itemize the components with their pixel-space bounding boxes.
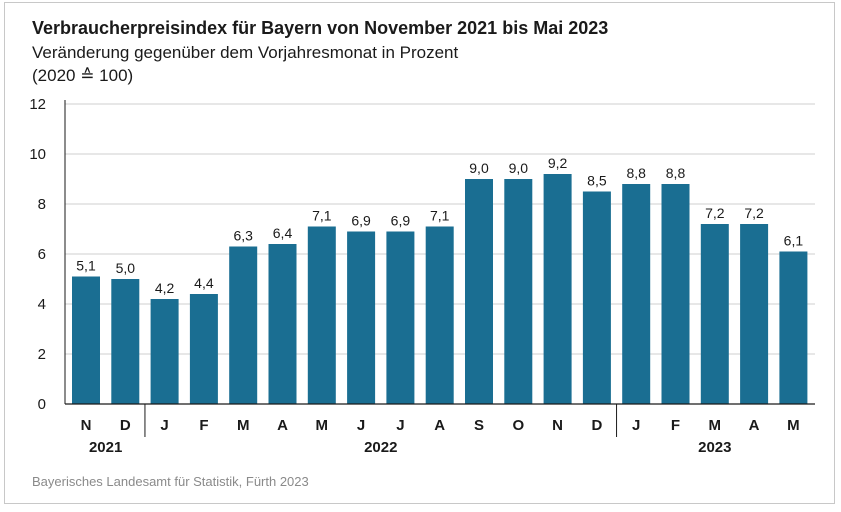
x-category-label: J: [396, 417, 404, 434]
bar: [700, 224, 729, 404]
x-category-label: M: [316, 417, 329, 434]
bar: [111, 279, 140, 404]
x-category-label: D: [591, 417, 602, 434]
bar: [779, 251, 808, 404]
bar-value-label: 7,1: [312, 208, 332, 224]
y-tick-label: 4: [38, 296, 46, 313]
bar-value-label: 6,1: [784, 233, 804, 249]
x-category-label: A: [749, 417, 760, 434]
bar: [465, 179, 493, 404]
x-category-label: M: [787, 417, 800, 434]
bar-value-label: 9,2: [548, 155, 568, 171]
bar: [229, 246, 258, 404]
bar: [150, 299, 179, 404]
x-category-label: J: [160, 417, 168, 434]
x-category-label: J: [632, 417, 640, 434]
y-tick-label: 8: [38, 196, 46, 213]
bar: [622, 184, 651, 404]
y-tick-label: 10: [29, 146, 46, 163]
x-category-label: M: [709, 417, 722, 434]
year-label: 2023: [698, 439, 731, 456]
chart-frame: [4, 2, 835, 504]
bar: [189, 294, 218, 404]
bar: [307, 226, 336, 404]
chart-subtitle: Veränderung gegenüber dem Vorjahresmonat…: [32, 43, 459, 62]
x-category-label: N: [81, 417, 92, 434]
bar: [661, 184, 690, 404]
bar-value-label: 8,8: [666, 165, 686, 181]
bar: [543, 174, 572, 404]
bar: [386, 231, 415, 404]
bar-value-label: 9,0: [509, 160, 529, 176]
bar-value-label: 5,0: [116, 260, 136, 276]
bar-value-label: 4,4: [194, 275, 214, 291]
x-category-label: D: [120, 417, 131, 434]
bar: [504, 179, 533, 404]
bar: [582, 191, 611, 404]
x-category-label: O: [512, 417, 524, 434]
bar-value-label: 7,2: [705, 205, 725, 221]
x-category-label: F: [199, 417, 208, 434]
bars: [72, 174, 808, 404]
y-tick-label: 0: [38, 396, 46, 413]
bar: [268, 244, 297, 404]
axes: [64, 100, 815, 437]
bar: [72, 276, 100, 404]
x-category-label: M: [237, 417, 250, 434]
year-label: 2021: [89, 439, 122, 456]
x-category-label: S: [474, 417, 484, 434]
source-note: Bayerisches Landesamt für Statistik, Für…: [32, 474, 309, 489]
y-tick-label: 12: [29, 96, 46, 113]
bar: [347, 231, 376, 404]
bar-value-label: 6,3: [233, 228, 253, 244]
bar-value-label: 7,1: [430, 208, 450, 224]
bar-value-label: 9,0: [469, 160, 489, 176]
bar-value-label: 6,9: [351, 213, 371, 229]
y-tick-label: 6: [38, 246, 46, 263]
x-category-label: A: [434, 417, 445, 434]
x-category-label: J: [357, 417, 365, 434]
bar: [740, 224, 769, 404]
bar-value-label: 4,2: [155, 280, 175, 296]
bar-value-label: 8,8: [626, 165, 646, 181]
y-tick-label: 2: [38, 346, 46, 363]
bar-value-label: 5,1: [76, 258, 96, 274]
year-label: 2022: [364, 439, 397, 456]
bar-value-label: 7,2: [744, 205, 764, 221]
chart-title: Verbraucherpreisindex für Bayern von Nov…: [32, 18, 609, 38]
bar: [425, 226, 454, 404]
bar-value-label: 6,4: [273, 225, 293, 241]
chart-base-note: (2020 ≙ 100): [32, 66, 134, 85]
x-category-label: N: [552, 417, 563, 434]
bar-value-label: 8,5: [587, 173, 607, 189]
x-category-label: A: [277, 417, 288, 434]
bar-value-label: 6,9: [391, 213, 411, 229]
x-category-label: F: [671, 417, 680, 434]
labels: 0 2 4 6 8 10 12 5,1 N 5,0 D 4,2 J 4,4 F 6,3 M 6,4 A 7,1 M 6,9…: [29, 96, 803, 456]
